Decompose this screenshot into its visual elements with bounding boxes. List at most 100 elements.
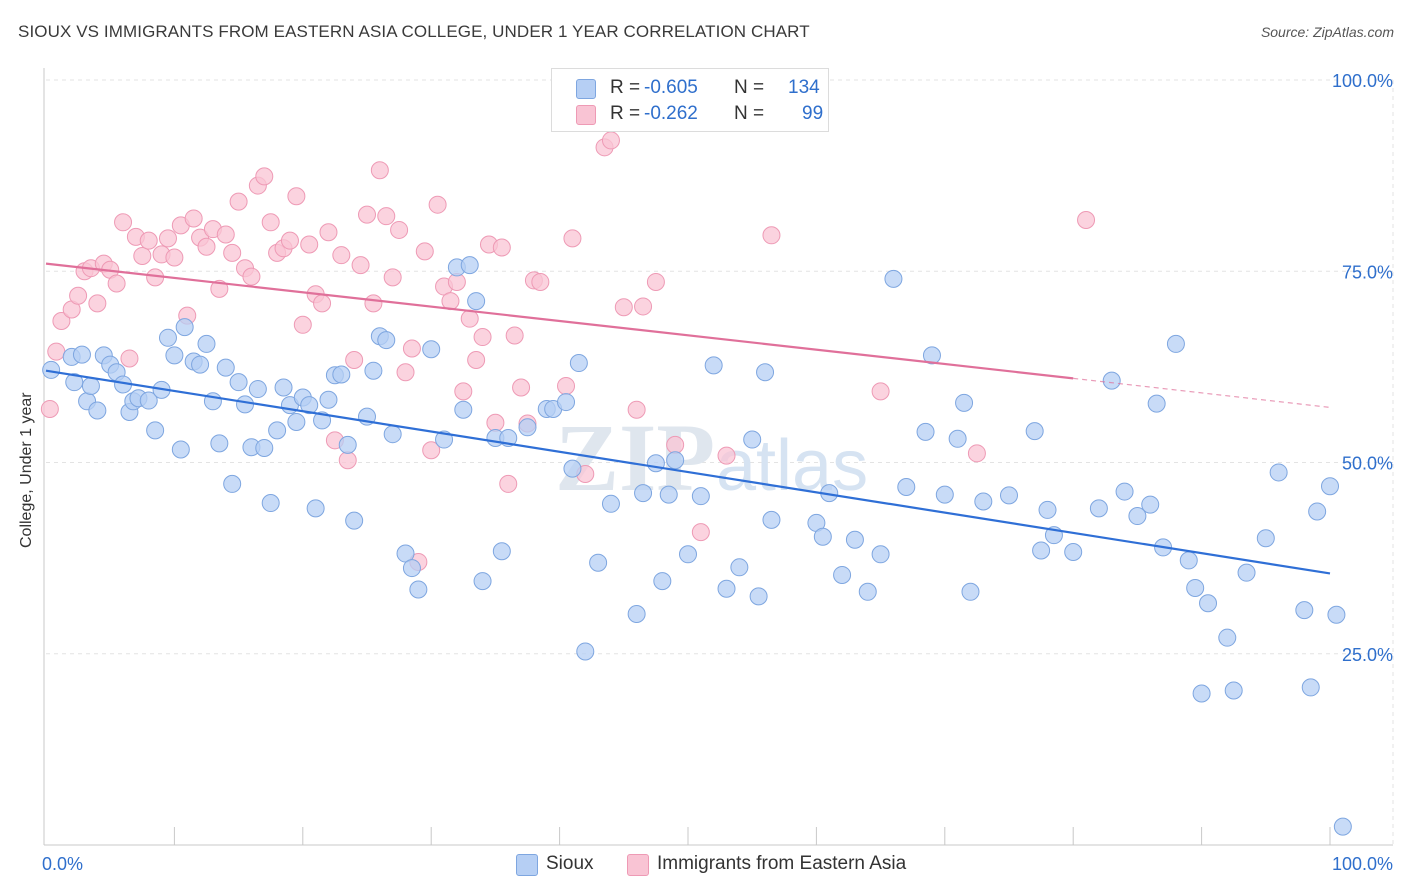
sioux-point: [467, 292, 486, 311]
immigrants-point: [415, 242, 434, 261]
sioux-point: [634, 484, 653, 503]
sioux-point: [833, 565, 852, 584]
immigrants-point: [332, 246, 351, 265]
immigrants-point: [486, 413, 505, 432]
immigrants-point: [280, 231, 299, 250]
immigrants-point: [390, 220, 409, 239]
sioux-point: [1186, 578, 1205, 597]
sioux-point: [1141, 495, 1160, 514]
immigrants-point: [158, 229, 177, 248]
immigrants-point: [120, 349, 139, 368]
immigrants-point: [422, 441, 441, 460]
sioux-point: [306, 499, 325, 518]
sioux-point: [569, 354, 588, 373]
sioux-point: [749, 587, 768, 606]
sioux-point: [756, 363, 775, 382]
sioux-point: [1147, 394, 1166, 413]
sioux-point: [171, 440, 190, 459]
sioux-point: [345, 511, 364, 530]
sioux-point: [743, 430, 762, 449]
immigrants-point: [223, 243, 242, 262]
sioux-point: [1237, 563, 1256, 582]
immigrants-point: [351, 256, 370, 275]
sioux-swatch: [576, 79, 596, 99]
sioux-point: [72, 345, 91, 364]
r-label: R =: [610, 103, 641, 124]
sioux-point: [1224, 681, 1243, 700]
immigrants-point: [107, 274, 126, 293]
n-value: 99: [802, 103, 824, 124]
legend-label: Sioux: [546, 853, 594, 874]
sioux-point: [332, 365, 351, 384]
sioux-point: [261, 494, 280, 513]
sioux-point: [158, 328, 177, 347]
legend-label: Immigrants from Eastern Asia: [657, 853, 907, 874]
sioux-point: [81, 377, 100, 395]
immigrants-point: [313, 294, 332, 313]
sioux-point: [948, 429, 967, 448]
immigrants-point: [492, 238, 511, 257]
stats-legend: R = -0.605 N = 134 R = -0.262 N = 99: [551, 68, 829, 132]
n-label: N =: [734, 103, 765, 124]
sioux-point: [518, 418, 537, 437]
immigrants-point: [338, 451, 357, 470]
immigrants-point: [197, 237, 216, 256]
sioux-point: [653, 572, 672, 591]
sioux-point: [762, 510, 781, 529]
sioux-point: [563, 459, 582, 478]
sioux-point: [236, 395, 255, 414]
sioux-point: [1308, 502, 1327, 521]
sioux-point: [935, 485, 954, 504]
immigrants-point: [402, 339, 421, 358]
tick-labels: 100.0% 75.0% 50.0% 25.0% 0.0% 100.0%: [42, 71, 1393, 874]
sioux-point: [884, 269, 903, 288]
sioux-point: [557, 393, 576, 412]
immigrants-point: [52, 311, 71, 330]
immigrants-point: [40, 399, 59, 418]
immigrants-point: [47, 342, 66, 361]
sioux-point: [229, 373, 248, 392]
immigrants-point: [210, 279, 229, 298]
sioux-point: [191, 355, 210, 374]
source-label: Source: ZipAtlas.com: [1260, 24, 1394, 40]
sioux-point: [646, 454, 665, 473]
sioux-point: [1115, 482, 1134, 501]
immigrants-point: [512, 378, 531, 397]
sioux-point: [1256, 529, 1275, 548]
immigrants-point: [242, 267, 261, 286]
immigrants-point: [139, 231, 158, 250]
n-value: 134: [788, 77, 820, 98]
sioux-point: [255, 438, 274, 457]
immigrants-point: [229, 192, 248, 211]
sioux-point: [961, 582, 980, 601]
sioux-point: [1218, 628, 1237, 647]
immigrants-point: [666, 435, 685, 454]
sioux-point: [313, 411, 332, 430]
sioux-point: [666, 451, 685, 470]
sioux-point: [223, 474, 242, 493]
sioux-point: [1089, 499, 1108, 518]
sioux-point: [1333, 817, 1352, 836]
sioux-point: [974, 492, 993, 511]
sioux-point: [679, 545, 697, 564]
sioux-point: [1000, 486, 1018, 505]
immigrants-point: [370, 161, 389, 180]
sioux-point: [1301, 678, 1320, 697]
immigrants-point: [300, 235, 319, 254]
sioux-point: [175, 318, 194, 337]
sioux-point: [88, 401, 107, 420]
immigrants-point: [563, 229, 582, 248]
immigrants-point: [261, 213, 280, 232]
sioux-swatch: [516, 854, 538, 876]
sioux-point: [1038, 500, 1057, 519]
sioux-point: [364, 361, 383, 380]
immigrants-point: [557, 377, 576, 395]
immigrants-point: [364, 294, 383, 313]
immigrants-point: [165, 248, 184, 267]
immigrants-trend-extension: [1073, 377, 1331, 409]
sioux-point: [473, 572, 492, 591]
sioux-point: [730, 558, 749, 577]
immigrants-point: [871, 382, 890, 401]
immigrants-point: [358, 205, 376, 224]
watermark: ZIP atlas: [555, 404, 868, 511]
